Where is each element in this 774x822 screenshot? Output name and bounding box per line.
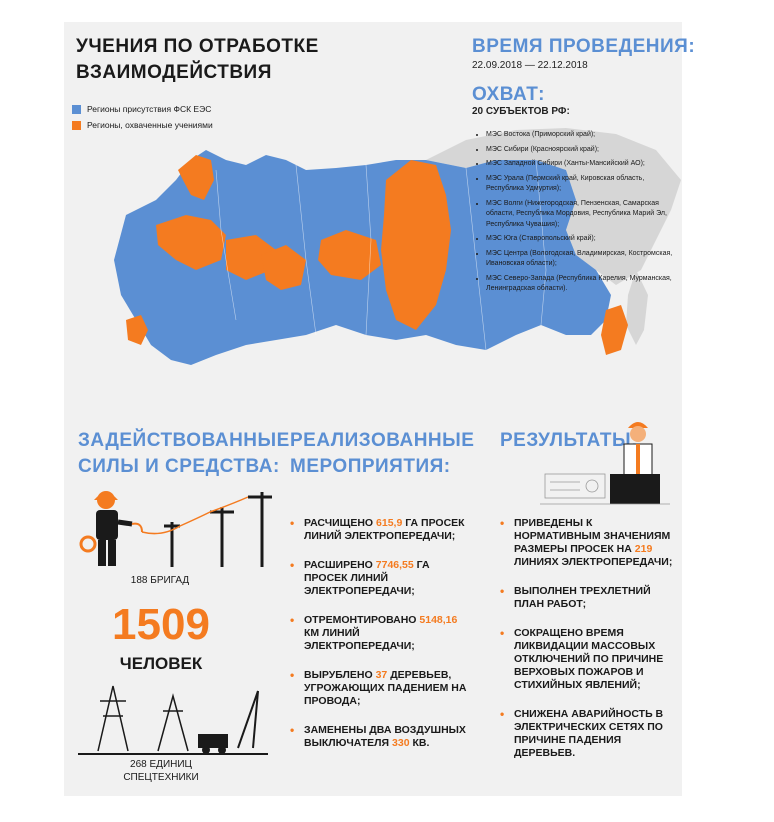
coverage-item: МЭС Северо-Запада (Республика Карелия, М… [486,274,676,295]
blueprint-icon [544,473,606,499]
map-gray-region [426,128,681,285]
coverage-item: МЭС Центра (Вологодская, Владимирская, К… [486,249,676,270]
activity-item: РАСШИРЕНО 7746,55 ГА ПРОСЕК ЛИНИЙ ЭЛЕКТР… [290,559,470,598]
map-orange-northwest [178,155,214,200]
forces-heading: ЗАДЕЙСТВОВАННЫЕ СИЛЫ И СРЕДСТВА: [78,430,290,477]
coverage-heading: ОХВАТ: [472,84,545,105]
map-orange-krasnoyarsk [381,160,451,330]
results-list: ПРИВЕДЕНЫ К НОРМАТИВНЫМ ЗНАЧЕНИЯМ РАЗМЕР… [500,517,680,776]
legend-item-presence: Регионы присутствия ФСК ЕЭС [72,104,213,114]
engineer-icon [623,422,653,481]
machinery-illustration [78,685,268,755]
result-item: СОКРАЩЕНО ВРЕМЯ ЛИКВИДАЦИИ МАССОВЫХ ОТКЛ… [500,627,680,692]
activity-item: ЗАМЕНЕНЫ ДВА ВОЗДУШНЫХ ВЫКЛЮЧАТЕЛЯ 330 К… [290,724,470,750]
blue-swatch [72,104,81,114]
result-item: ВЫПОЛНЕН ТРЕХЛЕТНИЙ ПЛАН РАБОТ; [500,585,680,611]
map-orange-primorye [601,305,628,355]
activity-item: РАСЧИЩЕНО 615,9 ГА ПРОСЕК ЛИНИЙ ЭЛЕКТРОП… [290,517,470,543]
map-orange-volga [226,235,276,280]
laptop-icon [610,474,660,504]
map-orange-center [156,215,226,270]
power-poles-icon [164,492,272,567]
truck-icon [198,734,228,754]
activity-item: ВЫРУБЛЕНО 37 ДЕРЕВЬЕВ, УГРОЖАЮЩИХ ПАДЕНИ… [290,669,470,708]
worker-icon [79,491,143,566]
map-gray-sakhalin [626,270,648,345]
coverage-subheading: 20 СУБЪЕКТОВ РФ: [472,106,570,117]
map-orange-urals [261,245,306,290]
coverage-item: МЭС Урала (Пермский край, Кировская обла… [486,174,676,195]
transmission-tower-icon [97,685,189,752]
map-legend: Регионы присутствия ФСК ЕЭС Регионы, охв… [72,104,213,136]
brigades-count: 188 БРИГАД [130,575,190,586]
page-title: УЧЕНИЯ ПО ОТРАБОТКЕ ВЗАИМОДЕЙСТВИЯ [76,36,319,83]
results-heading: РЕЗУЛЬТАТЫ: [500,430,638,451]
coverage-item: МЭС Востока (Приморский край); [486,130,676,141]
map-orange-khmao [318,230,381,280]
map-orange-stavropol [126,315,148,345]
activities-list: РАСЧИЩЕНО 615,9 ГА ПРОСЕК ЛИНИЙ ЭЛЕКТРОП… [290,517,470,766]
engineer-illustration [540,422,670,505]
activities-heading: РЕАЛИЗОВАННЫЕ МЕРОПРИЯТИЯ: [290,430,475,477]
result-item: ПРИВЕДЕНЫ К НОРМАТИВНЫМ ЗНАЧЕНИЯМ РАЗМЕР… [500,517,680,569]
coverage-item: МЭС Западной Сибири (Ханты-Мансийский АО… [486,159,676,170]
russia-map [114,128,681,365]
coverage-list: МЭС Востока (Приморский край); МЭС Сибир… [476,130,676,299]
coverage-item: МЭС Волги (Нижегородская, Пензенская, Са… [486,199,676,231]
time-value: 22.09.2018 — 22.12.2018 [472,60,588,71]
worker-power-line-illustration [79,491,272,567]
map-borders [215,159,547,351]
result-item: СНИЖЕНА АВАРИЙНОСТЬ В ЭЛЕКТРИЧЕСКИХ СЕТЯ… [500,708,680,760]
people-label: ЧЕЛОВЕК [119,654,203,673]
coverage-item: МЭС Юга (Ставропольский край); [486,234,676,245]
time-heading: ВРЕМЯ ПРОВЕДЕНИЯ: [472,36,696,57]
orange-swatch [72,120,81,130]
people-count: 1509 [112,600,210,649]
coverage-item: МЭС Сибири (Красноярский край); [486,145,676,156]
crane-icon [237,690,259,749]
machinery-count: 268 ЕДИНИЦ СПЕЦТЕХНИКИ [123,759,199,783]
activity-item: ОТРЕМОНТИРОВАНО 5148,16 КМ ЛИНИЙ ЭЛЕКТРО… [290,614,470,653]
legend-item-drills: Регионы, охваченные учениями [72,120,213,130]
